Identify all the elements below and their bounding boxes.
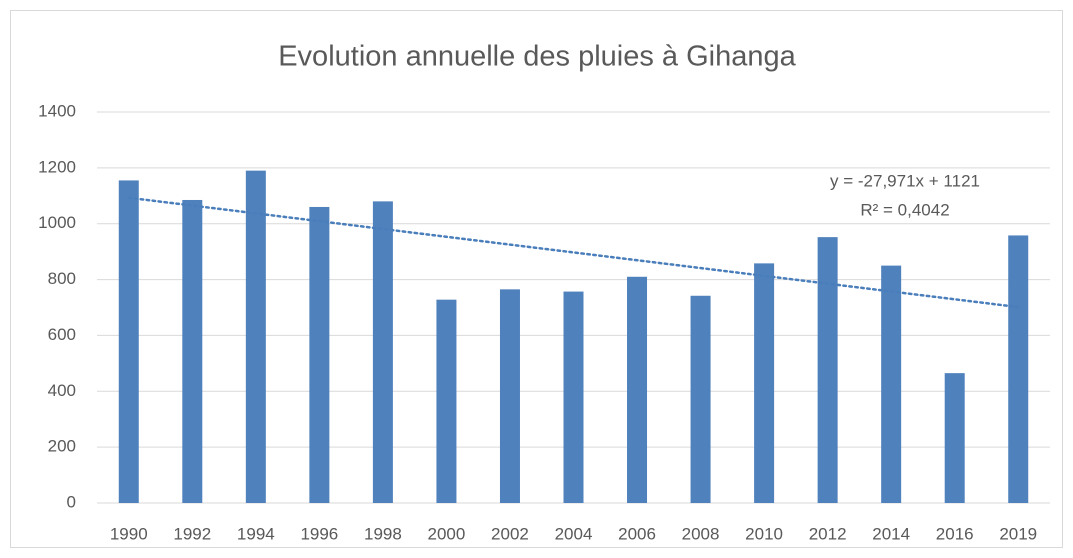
x-tick-label: 2002: [491, 524, 529, 543]
y-tick-label: 600: [48, 325, 76, 344]
x-tick-label: 1998: [364, 524, 402, 543]
bar: [881, 265, 902, 503]
y-tick-label: 200: [48, 437, 76, 456]
y-tick-label: 400: [48, 381, 76, 400]
trendline-r2: R² = 0,4042: [860, 200, 949, 219]
y-tick-label: 800: [48, 269, 76, 288]
bar: [754, 263, 775, 503]
bar: [182, 199, 203, 503]
x-tick-label: 2010: [745, 524, 783, 543]
x-tick-label: 1996: [300, 524, 338, 543]
x-tick-label: 2000: [428, 524, 466, 543]
chart-title: Evolution annuelle des pluies à Gihanga: [278, 41, 796, 73]
x-tick-label: 2012: [809, 524, 847, 543]
x-tick-label: 2008: [682, 524, 720, 543]
bar: [690, 295, 711, 503]
x-tick-label: 2004: [555, 524, 593, 543]
chart-border: [10, 10, 1063, 548]
bar: [944, 373, 965, 503]
bar: [499, 289, 520, 503]
y-tick-label: 1200: [38, 157, 76, 176]
bar: [118, 180, 139, 504]
bar: [817, 237, 838, 503]
bar: [627, 276, 648, 503]
x-tick-label: 1992: [173, 524, 211, 543]
bar: [436, 299, 457, 503]
x-tick-label: 2019: [999, 524, 1037, 543]
y-tick-label: 0: [67, 492, 76, 511]
y-tick-label: 1000: [38, 213, 76, 232]
x-tick-label: 2006: [618, 524, 656, 543]
bar: [245, 170, 266, 503]
y-tick-label: 1400: [38, 101, 76, 120]
bar: [309, 206, 330, 503]
x-tick-label: 2016: [936, 524, 974, 543]
x-tick-label: 2014: [872, 524, 910, 543]
bar: [372, 201, 393, 503]
bar: [563, 291, 584, 503]
x-tick-label: 1990: [110, 524, 148, 543]
x-tick-label: 1994: [237, 524, 275, 543]
bar: [1008, 235, 1029, 504]
trendline-equation: y = -27,971x + 1121: [830, 171, 980, 190]
trendline: [127, 196, 1020, 309]
